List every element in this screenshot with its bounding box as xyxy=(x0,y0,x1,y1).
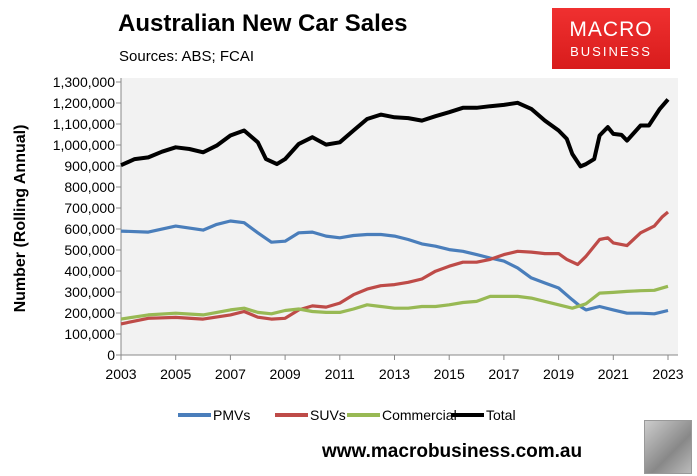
x-tick-label: 2015 xyxy=(434,366,465,382)
x-tick-label: 2021 xyxy=(598,366,629,382)
page-title: Australian New Car Sales xyxy=(118,10,408,37)
x-tick-label: 2009 xyxy=(270,366,301,382)
y-tick-label: 1,000,000 xyxy=(53,137,115,153)
y-tick-label: 400,000 xyxy=(64,263,115,279)
x-tick-label: 2003 xyxy=(105,366,136,382)
y-axis-label: Number (Rolling Annual) xyxy=(12,125,29,313)
y-tick-label: 1,300,000 xyxy=(53,74,115,90)
y-tick-label: 700,000 xyxy=(64,200,115,216)
footer-url: www.macrobusiness.com.au xyxy=(322,441,583,462)
logo-line2: BUSINESS xyxy=(570,44,652,59)
x-tick-label: 2011 xyxy=(325,366,355,382)
x-tick-label: 2019 xyxy=(543,366,574,382)
sources-subtitle: Sources: ABS; FCAI xyxy=(119,48,255,65)
series-line-commercial xyxy=(120,284,669,321)
x-tick-label: 2017 xyxy=(488,366,519,382)
legend-label-total: Total xyxy=(486,407,516,423)
series-line-total xyxy=(120,98,670,169)
logo-line1: MACRO xyxy=(569,18,653,41)
legend-label-pmvs: PMVs xyxy=(213,407,250,423)
y-tick-label: 1,100,000 xyxy=(53,116,115,132)
x-tick-label: 2007 xyxy=(215,366,246,382)
wolf-logo xyxy=(644,420,692,474)
y-tick-label: 900,000 xyxy=(64,158,115,174)
y-tick-label: 500,000 xyxy=(64,242,115,258)
legend-label-suvs: SUVs xyxy=(310,407,346,423)
legend-label-commercial: Commercial xyxy=(382,407,457,423)
series-line-suvs xyxy=(120,210,670,326)
y-tick-label: 800,000 xyxy=(64,179,115,195)
x-tick-label: 2005 xyxy=(160,366,191,382)
y-tick-label: 200,000 xyxy=(64,305,115,321)
x-tick-label: 2013 xyxy=(379,366,410,382)
y-tick-label: 100,000 xyxy=(64,326,115,342)
y-tick-label: 300,000 xyxy=(64,284,115,300)
y-tick-label: 1,200,000 xyxy=(53,95,115,111)
series-line-pmvs xyxy=(120,219,669,316)
y-tick-label: 0 xyxy=(107,347,115,363)
y-tick-label: 600,000 xyxy=(64,221,115,237)
x-tick-label: 2023 xyxy=(652,366,683,382)
macrobusiness-logo: MACRO BUSINESS xyxy=(552,8,670,69)
